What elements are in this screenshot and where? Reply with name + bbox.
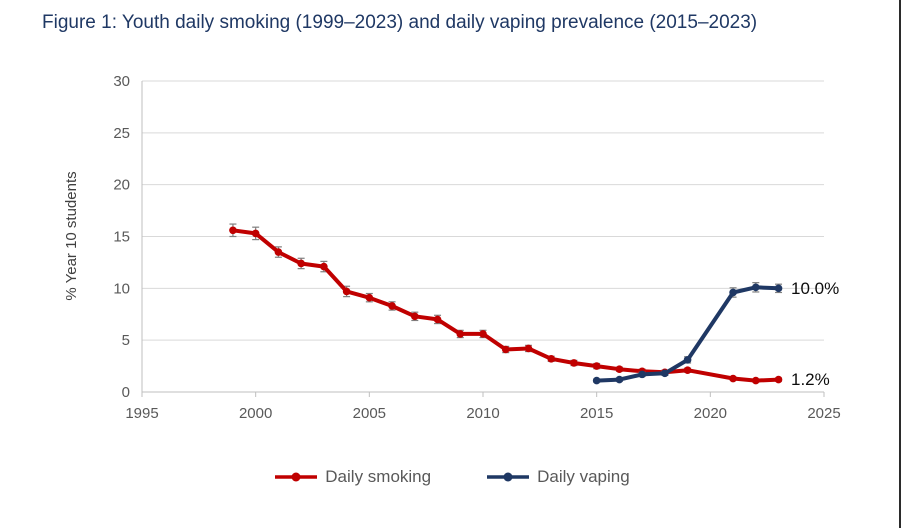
marker-daily-smoking-2016 <box>615 365 624 373</box>
marker-daily-smoking-2012 <box>524 344 533 353</box>
x-axis-tick-label-2015: 2015 <box>580 405 613 422</box>
legend-label-daily-vaping: Daily vaping <box>537 467 630 486</box>
marker-daily-smoking-2006 <box>388 302 396 310</box>
y-axis-tick-label-20: 20 <box>113 177 130 194</box>
x-axis-tick-label-2010: 2010 <box>466 405 499 422</box>
figure-title: Figure 1: Youth daily smoking (1999–2023… <box>42 12 758 33</box>
axes-layer <box>141 81 825 397</box>
marker-daily-smoking-2007 <box>411 312 419 321</box>
marker-daily-smoking-2010 <box>479 330 487 338</box>
marker-daily-vaping-2018 <box>661 369 669 378</box>
x-axis-tick-label-1995: 1995 <box>125 405 158 422</box>
legend-item-daily-smoking: Daily smoking <box>274 467 431 487</box>
marker-daily-smoking-2002 <box>297 259 305 268</box>
x-axis-tick-label-2020: 2020 <box>694 405 727 422</box>
chart-legend: Daily smoking Daily vaping <box>0 464 904 490</box>
y-axis-title: % Year 10 students <box>63 171 80 300</box>
y-axis-tick-label-0: 0 <box>122 384 130 401</box>
marker-daily-smoking-2000 <box>251 229 260 238</box>
marker-daily-vaping-2015 <box>592 376 601 385</box>
smoking-end-value-label: 1.2% <box>791 370 830 389</box>
vaping-legend-marker-icon <box>487 472 530 482</box>
x-axis-tick-label-2000: 2000 <box>239 405 272 422</box>
marker-daily-smoking-2013 <box>547 355 555 363</box>
marker-daily-vaping-2017 <box>638 370 646 379</box>
marker-daily-smoking-1999 <box>229 226 237 235</box>
y-axis-tick-label-30: 30 <box>113 73 130 90</box>
smoking-legend-marker-icon <box>275 472 318 482</box>
marker-daily-vaping-2023 <box>774 284 783 293</box>
series-daily-smoking <box>229 223 783 385</box>
marker-daily-vaping-2022 <box>752 283 760 292</box>
line-daily-vaping <box>594 285 781 383</box>
marker-daily-smoking-2023 <box>774 375 783 384</box>
y-axis-tick-label-5: 5 <box>122 332 130 349</box>
marker-daily-smoking-2015 <box>592 362 601 370</box>
marker-daily-smoking-2014 <box>570 359 578 367</box>
marker-daily-smoking-2019 <box>683 366 692 375</box>
y-axis-tick-label-15: 15 <box>113 229 130 246</box>
vaping-end-value-label: 10.0% <box>791 279 840 298</box>
marker-daily-vaping-2021 <box>729 288 737 297</box>
series-layer <box>229 223 783 385</box>
x-axis-tick-label-2025: 2025 <box>807 405 840 422</box>
marker-daily-smoking-2005 <box>365 293 374 302</box>
marker-daily-smoking-2004 <box>342 287 351 296</box>
marker-daily-smoking-2021 <box>729 374 737 383</box>
gridlines-layer <box>142 80 824 341</box>
marker-daily-vaping-2016 <box>615 375 624 384</box>
marker-daily-smoking-2001 <box>274 248 283 256</box>
legend-label-daily-smoking: Daily smoking <box>325 467 432 486</box>
y-axis-tick-label-10: 10 <box>113 280 130 297</box>
marker-daily-vaping-2019 <box>683 356 692 364</box>
marker-daily-smoking-2011 <box>501 345 510 354</box>
legend-item-daily-vaping: Daily vaping <box>486 467 630 487</box>
marker-daily-smoking-2003 <box>320 262 328 271</box>
marker-daily-smoking-2008 <box>433 315 442 324</box>
y-axis-tick-label-25: 25 <box>113 125 130 142</box>
line-daily-smoking <box>230 228 781 383</box>
x-axis-tick-label-2005: 2005 <box>353 405 386 422</box>
marker-daily-smoking-2022 <box>752 376 760 385</box>
series-daily-vaping <box>592 282 783 385</box>
page-right-border <box>899 0 901 528</box>
marker-daily-smoking-2009 <box>456 330 465 338</box>
